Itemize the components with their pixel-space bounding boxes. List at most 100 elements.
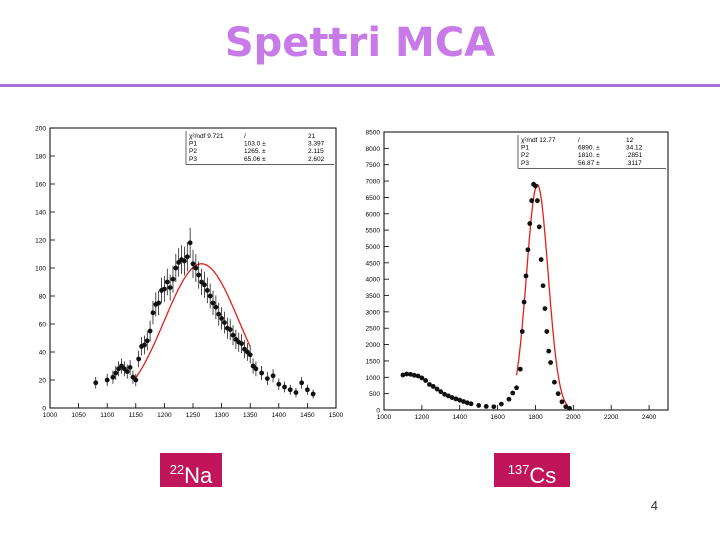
na22-xtick-label: 1400 — [272, 412, 287, 419]
cs137-fit-curve — [515, 184, 569, 407]
na22-data-point — [150, 310, 156, 316]
na22-data-point — [193, 265, 199, 271]
cs137-ytick-label: 1000 — [366, 375, 381, 382]
na22-data-point — [310, 391, 316, 397]
na22-data-point — [162, 286, 167, 292]
cs137-stats-cell: 56.87 ± — [578, 160, 600, 167]
chart-na22: 1000 1050 1100 1150 1200 1250 1300 1350 1400 1450… — [35, 126, 343, 420]
cs137-data-point — [438, 389, 444, 395]
cs137-data-point — [491, 404, 497, 410]
na22-data-point — [239, 341, 245, 346]
cs137-data-point — [546, 348, 552, 354]
cs137-ytick-label: 8000 — [366, 146, 381, 153]
na22-ytick-label: 100 — [35, 266, 46, 273]
label-cs137-mass: 137 — [507, 462, 530, 477]
label-na22-mass: 22 — [169, 462, 185, 477]
na22-ytick-label: 140 — [35, 210, 46, 217]
cs137-ytick-label: 4500 — [366, 260, 381, 267]
cs137-data-point — [498, 401, 504, 407]
cs137-stats-header: χ²/ndf 12.77 — [521, 137, 556, 144]
page-number: 4 — [650, 498, 658, 513]
na22-data-point — [187, 240, 193, 246]
na22-stats-cell: 1265. ± — [244, 148, 266, 155]
na22-data-point — [147, 328, 153, 334]
na22-stats-header: 21 — [308, 133, 316, 140]
na22-stats-cell: 65.06 ± — [244, 156, 266, 163]
na22-data-point — [127, 365, 133, 370]
na22-xtick-label: 1450 — [300, 412, 315, 419]
na22-xtick-label: 1100 — [100, 412, 114, 419]
na22-data-point — [230, 332, 236, 338]
cs137-data-point — [400, 372, 406, 378]
na22-xtick-label: 1000 — [43, 412, 58, 419]
cs137-ytick-label: 2000 — [366, 342, 381, 349]
cs137-stats-cell: .2851 — [626, 152, 643, 159]
na22-stats-cell: 2.115 — [308, 148, 324, 155]
na22-stats-cell: P1 — [189, 141, 197, 148]
na22-stats-header: / — [244, 133, 246, 140]
cs137-ytick-label: 7500 — [366, 162, 381, 169]
cs137-data-point — [453, 396, 459, 402]
cs137-ytick-label: 7000 — [366, 179, 381, 186]
cs137-plot-frame — [383, 131, 669, 411]
cs137-ytick-label: 3500 — [366, 293, 381, 300]
cs137-data-point — [506, 396, 512, 402]
cs137-data-point — [538, 257, 544, 262]
cs137-data-point — [464, 400, 470, 406]
cs137-data-point — [445, 393, 451, 399]
cs137-data-point — [457, 397, 463, 403]
na22-stats-cell: P3 — [189, 156, 197, 163]
cs137-ytick-label: 8500 — [366, 130, 381, 137]
cs137-data-point — [449, 395, 455, 400]
cs137-data-point — [461, 399, 466, 404]
cs137-data-point — [510, 390, 516, 396]
na22-xtick-label: 1150 — [129, 412, 143, 419]
na22-data-point — [167, 285, 173, 290]
na22-data-point — [213, 304, 219, 310]
na22-stats-cell: P2 — [189, 148, 197, 155]
cs137-data-point — [540, 283, 546, 289]
cs137-data-point — [536, 224, 542, 230]
na22-data-point — [113, 370, 119, 376]
cs137-stats-cell: P1 — [521, 145, 529, 152]
cs137-data-point — [523, 273, 529, 279]
cs137-stats-cell: 6890. ± — [578, 145, 600, 152]
na22-data-point — [182, 258, 187, 264]
cs137-data-point — [514, 385, 519, 391]
cs137-xtick-label: 1600 — [490, 414, 505, 421]
na22-data-point — [202, 282, 207, 288]
na22-xtick-label: 1350 — [243, 412, 258, 419]
cs137-ytick-label: 5500 — [366, 228, 381, 235]
na22-data-point — [144, 338, 150, 344]
cs137-data-point — [552, 379, 557, 385]
cs137-xtick-label: 1800 — [528, 414, 543, 421]
na22-xtick-label: 1200 — [157, 412, 172, 419]
na22-data-point — [104, 377, 110, 383]
na22-data-point — [93, 380, 99, 386]
cs137-data-point — [415, 373, 421, 379]
cs137-data-point — [419, 375, 425, 381]
na22-data-point — [196, 272, 202, 278]
na22-ytick-label: 20 — [39, 378, 47, 385]
cs137-xtick-label: 2200 — [604, 414, 619, 421]
na22-data-point — [264, 376, 270, 381]
na22-stats-header: χ²/ndf 9.721 — [189, 133, 224, 140]
cs137-ytick-label: 6000 — [366, 211, 381, 218]
na22-stats-cell: 2.602 — [308, 156, 325, 163]
cs137-data-point — [517, 366, 523, 372]
na22-data-point — [184, 254, 190, 260]
cs137-data-point — [533, 183, 538, 189]
label-cs137: 137Cs — [494, 453, 570, 488]
cs137-data-point — [555, 391, 561, 397]
na22-data-point — [287, 387, 293, 393]
na22-data-point — [173, 265, 179, 271]
cs137-data-point — [427, 382, 432, 387]
cs137-stats-cell: P3 — [521, 160, 529, 167]
cs137-ytick-label: 1500 — [366, 358, 381, 365]
na22-data-point — [270, 373, 276, 379]
na22-stats-cell: 103.0 ± — [244, 141, 266, 148]
cs137-data-point — [567, 405, 572, 411]
na22-ytick-label: 120 — [35, 238, 46, 245]
na22-ytick-label: 200 — [35, 126, 46, 133]
na22-data-point — [299, 380, 305, 386]
